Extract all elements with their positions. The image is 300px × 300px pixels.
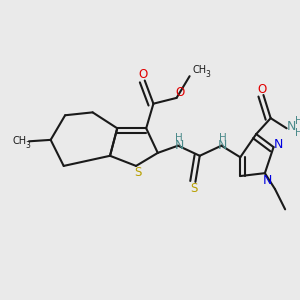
Text: S: S	[134, 166, 141, 179]
Text: CH: CH	[193, 65, 207, 75]
Text: H: H	[295, 116, 300, 126]
Text: 3: 3	[206, 70, 210, 79]
Text: H: H	[295, 128, 300, 139]
Text: N: N	[175, 139, 184, 152]
Text: N: N	[287, 120, 296, 133]
Text: S: S	[190, 182, 198, 195]
Text: O: O	[139, 68, 148, 81]
Text: N: N	[262, 174, 272, 187]
Text: CH: CH	[13, 136, 27, 146]
Text: O: O	[176, 86, 185, 99]
Text: 3: 3	[26, 141, 30, 150]
Text: H: H	[175, 133, 183, 143]
Text: O: O	[257, 83, 267, 96]
Text: N: N	[274, 138, 283, 151]
Text: N: N	[218, 139, 227, 152]
Text: H: H	[219, 133, 226, 143]
